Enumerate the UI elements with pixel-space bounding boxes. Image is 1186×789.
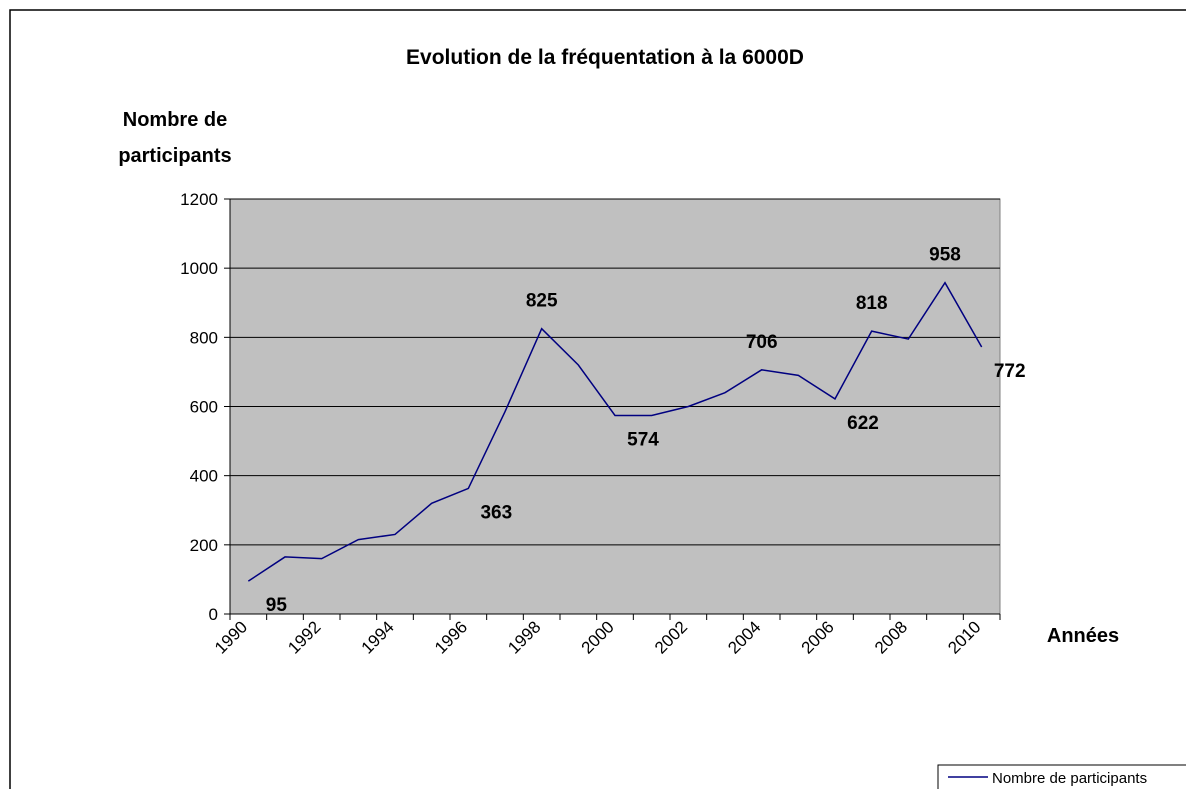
y-axis-label: Nombre de participants: [118, 109, 232, 167]
y-tick-label: 200: [190, 536, 218, 555]
data-label: 622: [847, 413, 879, 434]
data-label: 818: [856, 293, 888, 314]
legend-label: Nombre de participants: [992, 770, 1147, 787]
data-label: 95: [266, 595, 288, 616]
y-tick-label: 600: [190, 398, 218, 417]
y-tick-label: 800: [190, 328, 218, 347]
y-tick-label: 0: [209, 605, 218, 624]
y-tick-label: 400: [190, 467, 218, 486]
data-label: 772: [994, 361, 1026, 382]
data-label: 825: [526, 291, 558, 312]
y-tick-label: 1000: [180, 259, 218, 278]
data-label: 363: [480, 502, 512, 523]
chart-title: Evolution de la fréquentation à la 6000D: [406, 46, 804, 69]
y-tick-label: 1200: [180, 190, 218, 209]
line-series: [247, 281, 983, 582]
data-label: 574: [627, 429, 659, 450]
data-label: 958: [929, 245, 961, 266]
data-label: 706: [746, 332, 778, 353]
x-axis-label: Années: [1047, 625, 1119, 647]
